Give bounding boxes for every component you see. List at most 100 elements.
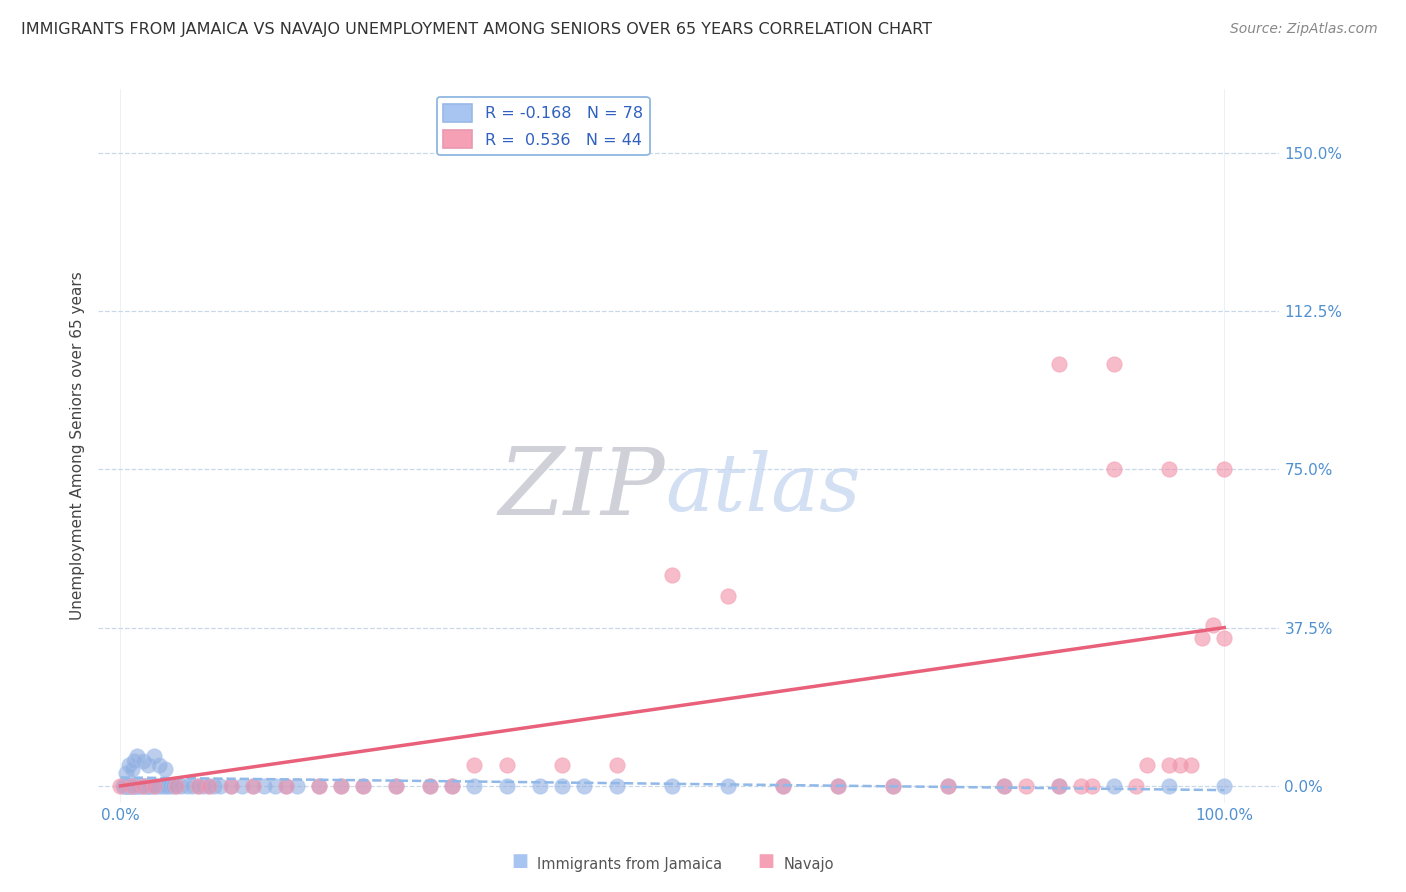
Point	[1070, 779, 1092, 793]
Point	[162, 779, 184, 793]
Point	[131, 754, 153, 768]
Point	[1168, 757, 1191, 772]
Point	[1102, 462, 1125, 476]
Point	[152, 779, 174, 793]
Point	[827, 779, 849, 793]
Point	[993, 779, 1015, 793]
Point	[120, 779, 142, 793]
Point	[936, 779, 959, 793]
Point	[242, 779, 264, 793]
Point	[153, 779, 176, 793]
Point	[572, 779, 595, 793]
Point	[1213, 631, 1236, 645]
Point	[1102, 779, 1125, 793]
Point	[1191, 631, 1213, 645]
Point	[1213, 779, 1236, 793]
Point	[385, 779, 408, 793]
Text: ZIP: ZIP	[499, 444, 665, 533]
Point	[129, 779, 152, 793]
Point	[993, 779, 1015, 793]
Point	[772, 779, 794, 793]
Point	[219, 779, 242, 793]
Point	[141, 779, 163, 793]
Point	[1157, 779, 1180, 793]
Point	[142, 749, 165, 764]
Point	[136, 779, 159, 793]
Point	[253, 779, 276, 793]
Point	[606, 779, 628, 793]
Point	[111, 779, 134, 793]
Point	[1180, 757, 1202, 772]
Point	[1136, 757, 1159, 772]
Text: ■: ■	[758, 852, 775, 870]
Point	[125, 749, 148, 764]
Point	[219, 779, 242, 793]
Point	[308, 779, 330, 793]
Point	[1014, 779, 1036, 793]
Point	[115, 779, 138, 793]
Point	[124, 779, 146, 793]
Point	[495, 779, 517, 793]
Point	[112, 779, 135, 793]
Point	[385, 779, 408, 793]
Point	[285, 779, 308, 793]
Point	[170, 779, 193, 793]
Point	[159, 779, 181, 793]
Text: IMMIGRANTS FROM JAMAICA VS NAVAJO UNEMPLOYMENT AMONG SENIORS OVER 65 YEARS CORRE: IMMIGRANTS FROM JAMAICA VS NAVAJO UNEMPL…	[21, 22, 932, 37]
Point	[136, 757, 159, 772]
Point	[274, 779, 297, 793]
Point	[1157, 462, 1180, 476]
Point	[131, 779, 153, 793]
Point	[661, 567, 683, 582]
Text: atlas: atlas	[665, 450, 860, 527]
Point	[176, 779, 198, 793]
Point	[463, 779, 485, 793]
Point	[551, 779, 574, 793]
Point	[551, 757, 574, 772]
Point	[118, 779, 141, 793]
Text: Source: ZipAtlas.com: Source: ZipAtlas.com	[1230, 22, 1378, 37]
Point	[882, 779, 904, 793]
Text: Immigrants from Jamaica: Immigrants from Jamaica	[537, 857, 723, 872]
Point	[187, 779, 209, 793]
Point	[127, 779, 149, 793]
Point	[142, 779, 165, 793]
Point	[882, 779, 904, 793]
Point	[153, 762, 176, 776]
Point	[1213, 462, 1236, 476]
Point	[114, 779, 136, 793]
Point	[193, 779, 215, 793]
Point	[181, 779, 204, 793]
Point	[308, 779, 330, 793]
Point	[440, 779, 463, 793]
Point	[772, 779, 794, 793]
Point	[274, 779, 297, 793]
Point	[202, 779, 225, 793]
Point	[148, 757, 170, 772]
Point	[463, 757, 485, 772]
Point	[419, 779, 441, 793]
Text: ■: ■	[512, 852, 529, 870]
Point	[1081, 779, 1104, 793]
Point	[145, 779, 167, 793]
Point	[661, 779, 683, 793]
Point	[208, 779, 231, 793]
Point	[352, 779, 374, 793]
Point	[136, 779, 159, 793]
Point	[264, 779, 287, 793]
Point	[122, 754, 145, 768]
Point	[131, 779, 153, 793]
Point	[134, 779, 156, 793]
Point	[142, 779, 165, 793]
Point	[122, 779, 145, 793]
Point	[121, 779, 143, 793]
Point	[110, 779, 132, 793]
Point	[156, 779, 179, 793]
Point	[165, 779, 187, 793]
Point	[1202, 618, 1225, 632]
Point	[121, 779, 143, 793]
Point	[1047, 357, 1070, 371]
Point	[1157, 757, 1180, 772]
Point	[1125, 779, 1147, 793]
Point	[165, 779, 187, 793]
